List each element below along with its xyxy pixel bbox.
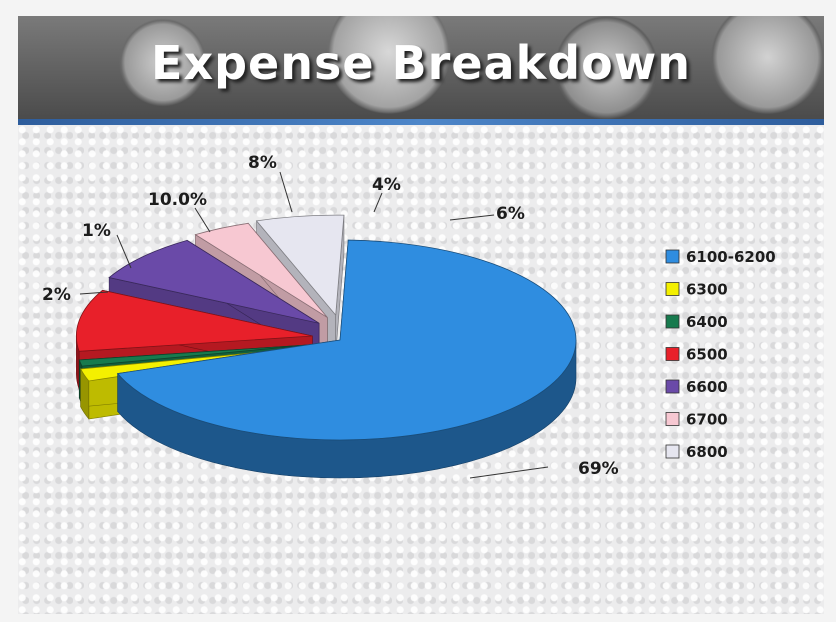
leader-line-6800 (449, 214, 495, 221)
legend-item-6700: 6700 (665, 411, 728, 429)
data-labels: 69% 2% 1% 10.0% 8% 4% 6% (42, 153, 619, 479)
data-label-6600: 8% (248, 153, 277, 173)
legend-label: 6400 (686, 313, 728, 331)
legend-label: 6500 (686, 346, 728, 364)
legend-item-6600: 6600 (665, 378, 728, 396)
legend-label: 6800 (686, 443, 728, 461)
slide-title: Expense Breakdown (151, 36, 691, 90)
legend-item-6100-6200: 6100-6200 (665, 248, 776, 266)
pie-slice-6100-6200 (116, 239, 577, 479)
legend-item-6500: 6500 (665, 346, 728, 364)
pie-slices (75, 214, 577, 479)
leader-line-6300 (79, 291, 109, 295)
leader-line-6100-6200 (469, 466, 549, 479)
legend-label: 6100-6200 (686, 248, 776, 266)
data-label-6300: 2% (42, 285, 71, 305)
leader-line-6400 (116, 234, 132, 269)
leader-line-6700 (373, 192, 383, 213)
data-label-6400: 1% (82, 221, 111, 241)
legend-item-6400: 6400 (665, 313, 728, 331)
legend-item-6300: 6300 (665, 281, 728, 299)
legend: 6100-6200 6300 6400 6500 6600 6700 6800 (665, 248, 776, 461)
data-label-6800: 6% (496, 204, 525, 224)
leader-line-6600 (279, 171, 293, 213)
leader-line-6500 (194, 207, 211, 233)
legend-label: 6300 (686, 281, 728, 299)
legend-label: 6600 (686, 378, 728, 396)
legend-swatch (665, 444, 680, 459)
coin-banner (18, 16, 824, 119)
legend-item-6800: 6800 (665, 443, 728, 461)
legend-swatch (665, 412, 680, 426)
blue-stripe (18, 119, 824, 125)
data-label-6500: 10.0% (148, 190, 207, 210)
legend-swatch (665, 249, 680, 264)
legend-label: 6700 (686, 411, 728, 429)
legend-swatch (665, 379, 680, 394)
legend-swatch (665, 282, 680, 296)
legend-swatch (665, 347, 680, 361)
legend-swatch (665, 314, 680, 329)
data-label-6700: 4% (372, 175, 401, 195)
data-label-6100-6200: 69% (578, 459, 619, 479)
